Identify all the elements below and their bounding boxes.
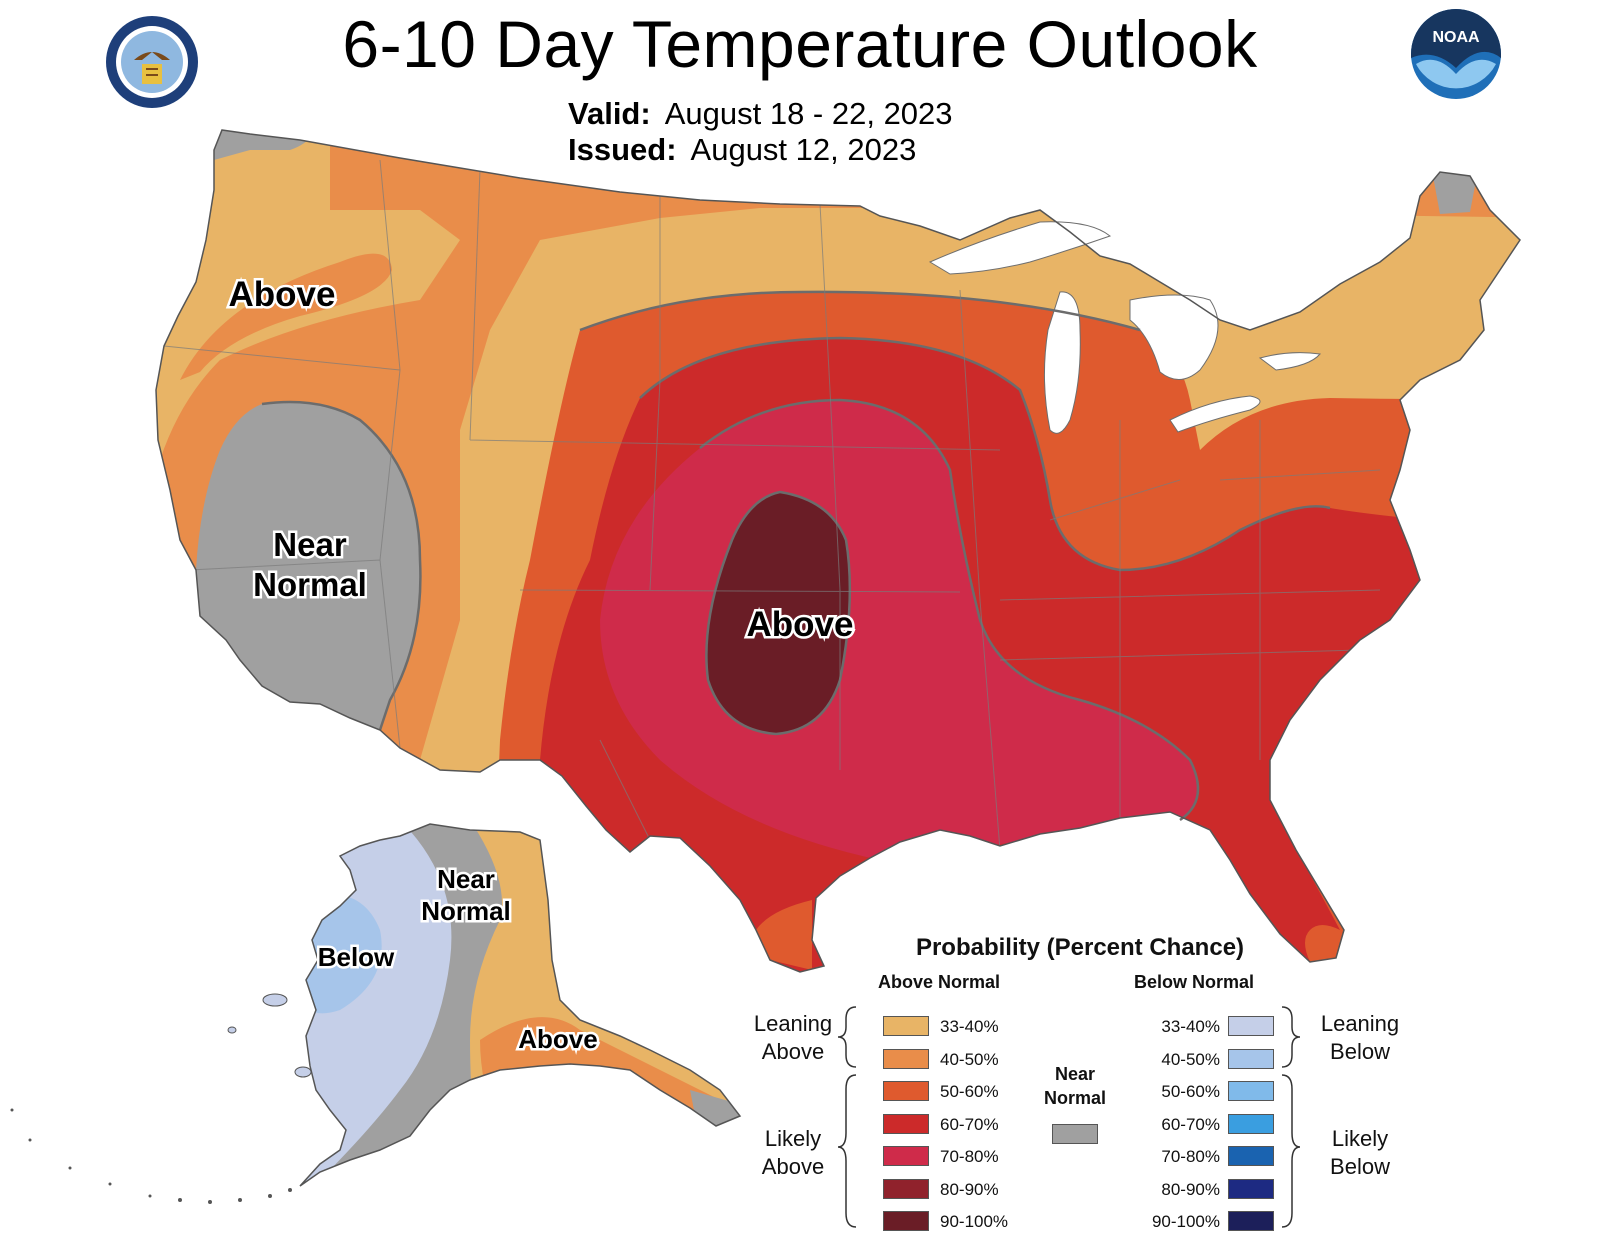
label-ak-below: Below [318,942,395,972]
legend-below-label: 50-60% [1161,1082,1220,1101]
legend-below-label: 60-70% [1161,1114,1220,1134]
region-90-100 [706,492,850,734]
legend-below-swatch [1228,1178,1274,1199]
page-title: 6-10 Day Temperature Outlook [342,7,1258,81]
great-lakes [928,221,1321,434]
region-40-50-oregon [180,253,392,380]
map-labels: Above Near Normal Above Near Normal Belo… [226,273,856,1057]
legend-above-label: 40-50% [940,1049,999,1069]
legend-below-swatch [1228,1146,1274,1166]
legend-leaning-above-1: Leaning [753,1011,833,1036]
legend-above-swatch [883,1113,929,1134]
legend-below-swatch [1228,1081,1274,1101]
legend-above-braces [837,1006,857,1228]
legend-near-normal-2: Normal [1043,1088,1106,1108]
issued-value: August 12, 2023 [690,132,917,167]
legend-above-label: 50-60% [940,1082,999,1101]
legend-below-braces [1281,1006,1301,1228]
valid-label: Valid: [568,96,651,131]
legend-near-normal-swatch [1052,1124,1098,1144]
label-west-above: Above [229,275,336,314]
legend-likely-above-2: Above [761,1154,825,1179]
legend-below-swatch [1228,1048,1274,1069]
region-50-60-texas-tip [756,900,812,970]
legend-below-swatch [1228,1016,1274,1036]
legend-above-label: 70-80% [940,1147,999,1166]
noaa-logo: NOAA [1411,9,1501,99]
lake-erie [1169,395,1261,433]
legend-above-label: 90-100% [940,1212,1009,1231]
label-west-near-2: Normal [253,566,367,603]
contour-50 [579,290,1141,332]
legend-title: Probability (Percent Chance) [915,934,1245,961]
legend-leaning-below-2: Below [1330,1039,1390,1064]
legend-above-swatch [883,1081,929,1101]
region-near-normal-west [196,402,421,730]
aleutian-islands [227,993,312,1078]
label-ak-above: Above [518,1024,597,1054]
legend-below-swatch [1228,1113,1274,1134]
legend-above-swatch [883,1016,929,1036]
lake-ontario [1258,352,1321,371]
legend-below-header: Below Normal [1134,972,1255,992]
contour-lines [261,290,1331,822]
legend-likely-above: Likely Above [738,1125,848,1181]
legend-leaning-above-2: Above [761,1039,825,1064]
legend-above-label: 80-90% [940,1179,999,1199]
legend-likely-below-2: Below [1330,1154,1390,1179]
lake-michigan [1043,291,1081,434]
legend-below-swatch [1228,1211,1274,1231]
legend-likely-below-1: Likely [1331,1126,1389,1151]
region-40-50-east [156,130,1520,972]
contour-90 [705,490,852,736]
lake-huron [1129,294,1219,380]
legend-below-label: 33-40% [1161,1017,1220,1036]
conus-outline [155,129,1521,973]
legend-likely-above-1: Likely [764,1126,822,1151]
legend-below-label: 70-80% [1161,1147,1220,1166]
legend-likely-below: Likely Below [1300,1125,1420,1181]
valid-value: August 18 - 22, 2023 [664,96,953,131]
label-west-near-1: Near [273,526,347,563]
alaska-probability-regions [300,824,740,1186]
legend-below-label: 90-100% [1151,1212,1220,1231]
issued-label: Issued: [568,132,677,167]
issued-line: Issued: August 12, 2023 [568,132,916,168]
contour-60 [639,336,1331,572]
label-ak-near-2: Normal [421,896,511,926]
aleutian-chain [10,1108,292,1204]
legend-above-swatch [883,1146,929,1166]
valid-line: Valid: August 18 - 22, 2023 [568,96,953,132]
legend-below-label: 80-90% [1161,1179,1220,1199]
legend-above-header: Above Normal [878,972,1001,992]
legend-near-normal: Near Normal [1030,1062,1120,1110]
label-ak-near-1: Near [437,864,495,894]
legend-above-label: 60-70% [940,1114,999,1134]
legend-leaning-above: Leaning Above [738,1010,848,1066]
region-50-60-florida-tip [1270,800,1344,962]
commerce-seal-logo [106,16,198,108]
contour-near-normal [261,400,422,731]
legend-above-swatch [883,1211,929,1231]
noaa-logo-text: NOAA [1432,29,1480,46]
legend-near-normal-1: Near [1054,1064,1096,1084]
legend-above-swatch [883,1178,929,1199]
alaska-outline [299,823,742,1187]
legend-above-swatch [883,1048,929,1069]
legend-above-label: 33-40% [940,1017,999,1036]
legend-leaning-below-1: Leaning [1320,1011,1400,1036]
state-boundaries [163,159,1381,851]
legend-below-label: 40-50% [1161,1049,1220,1069]
legend-leaning-below: Leaning Below [1300,1010,1420,1066]
lake-superior [928,221,1112,275]
contour-70 [699,398,1200,822]
label-central-above: Above [747,605,854,644]
